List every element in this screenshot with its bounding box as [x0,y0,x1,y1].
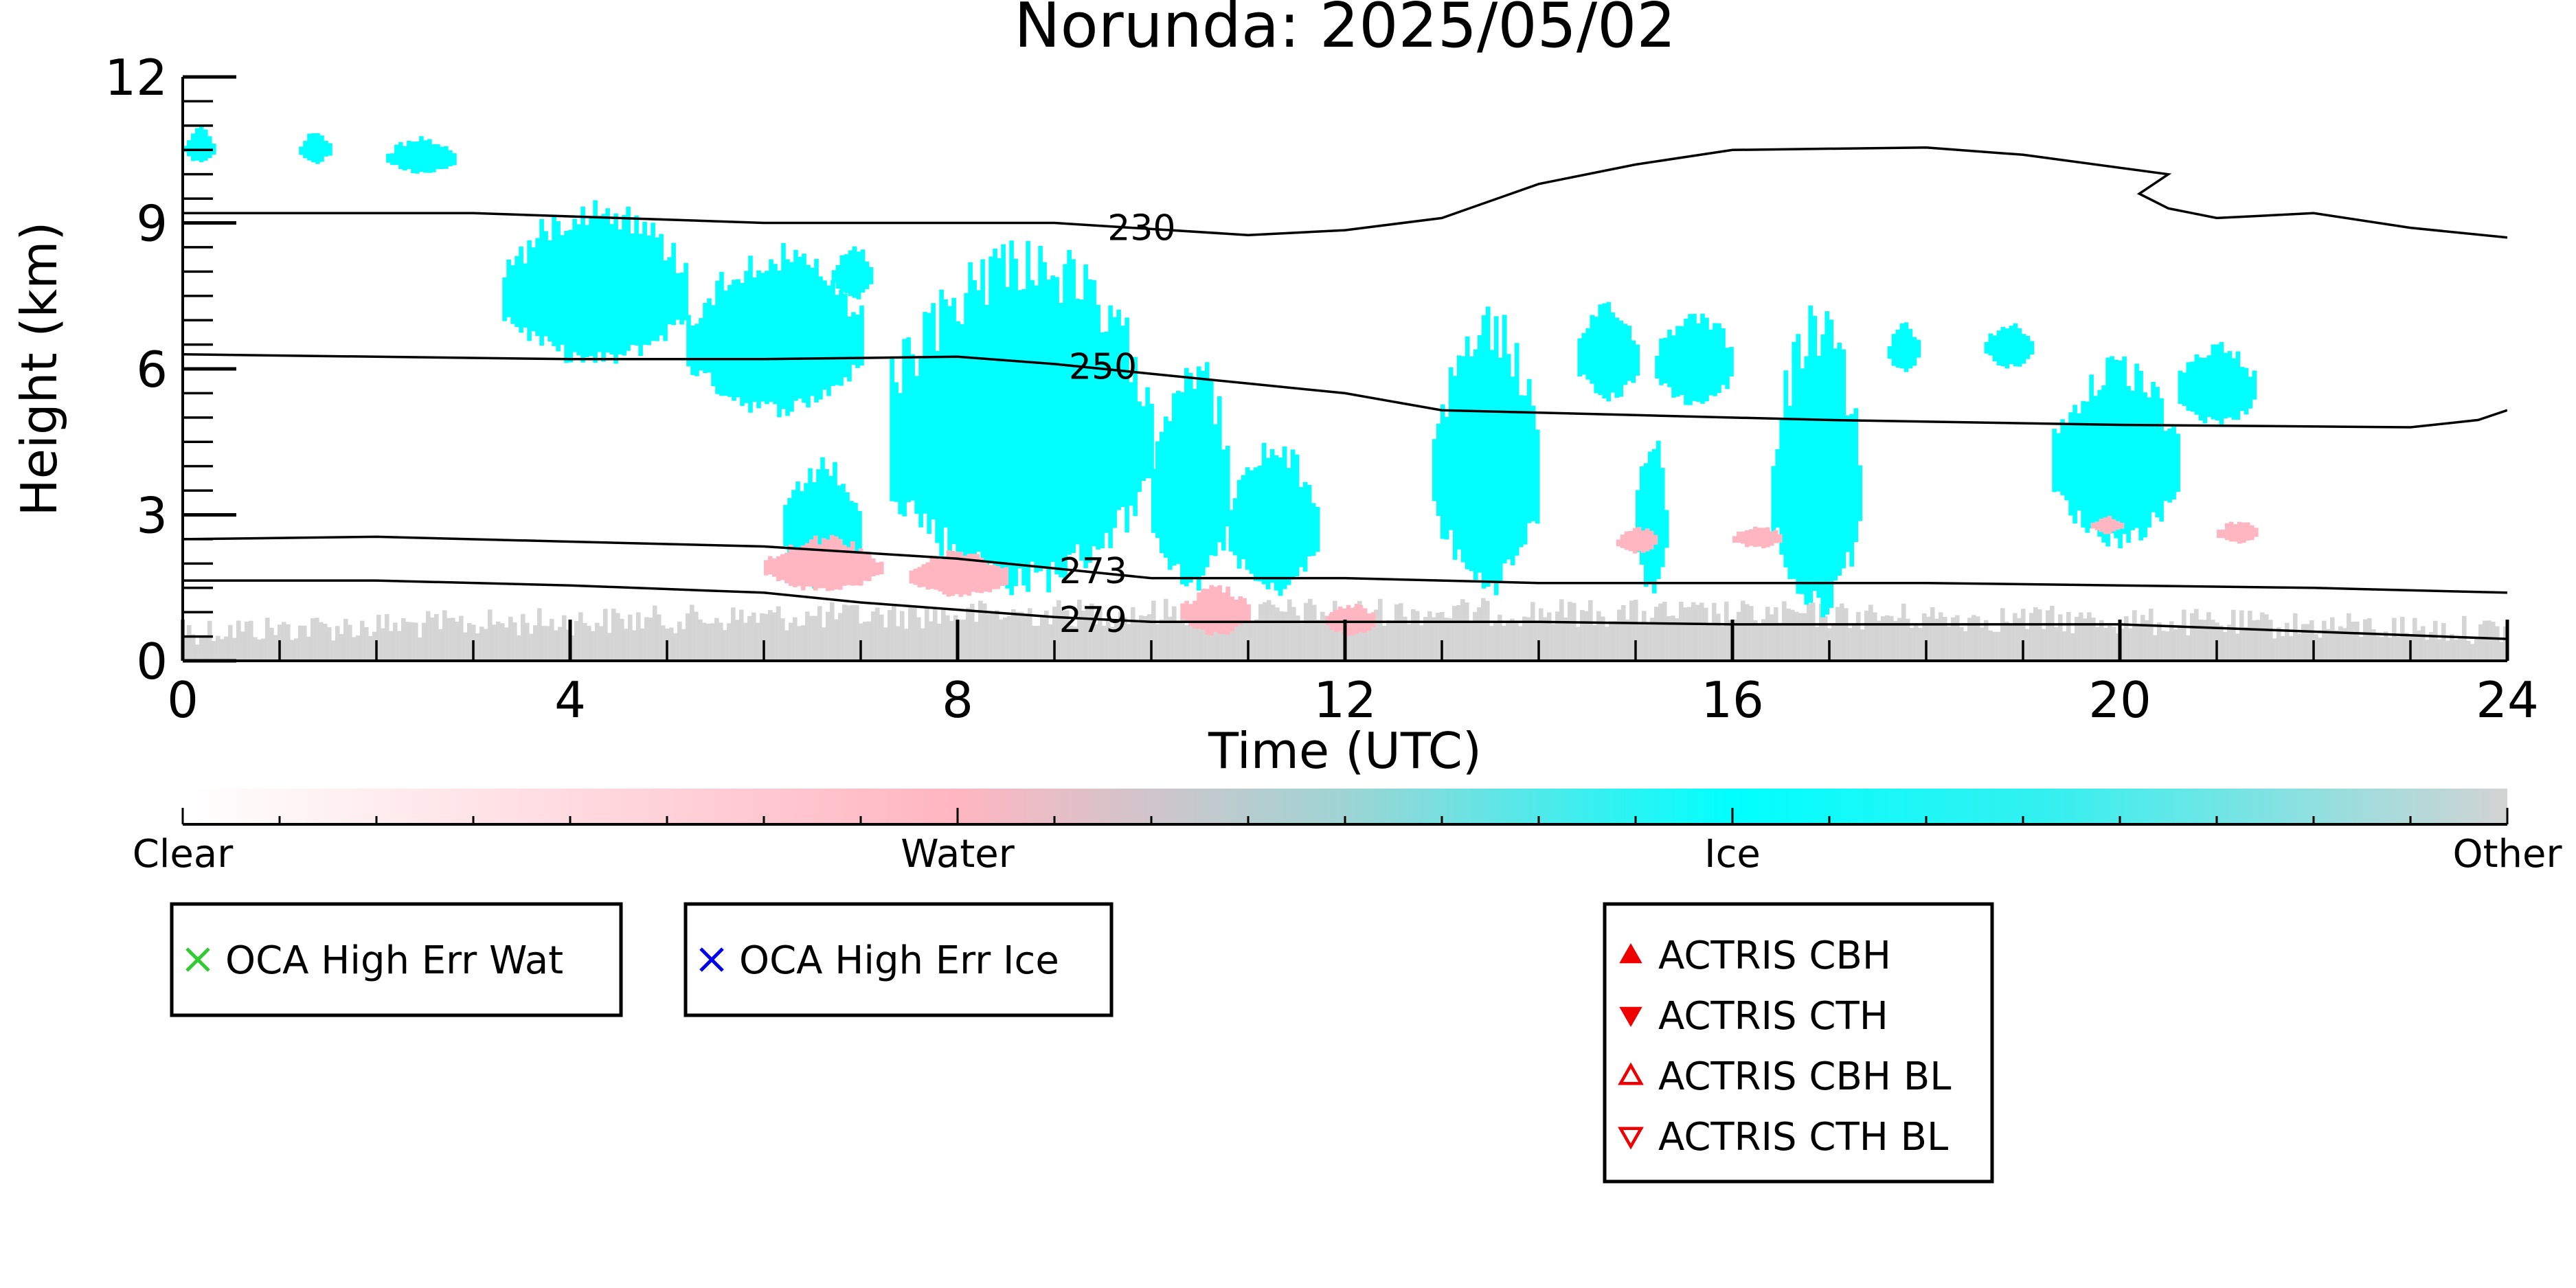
y-ticks: 0 3 6 9 12 [104,49,236,690]
legends: OCA High Err Wat OCA High Err Ice ACTRIS C… [170,902,1994,1184]
contour-labels: 230 250 273 279 [1059,208,1176,641]
x-ticks: 0 4 8 12 16 20 24 [167,620,2539,729]
legend-box-1: OCA High Err Wat [170,902,623,1017]
legend-entry-label: OCA High Err Ice [739,938,1059,983]
cloud-region-ice [1771,305,1862,618]
y-tick-label: 12 [104,49,168,106]
cloud-region-ice [2178,341,2257,427]
legend-frame [683,902,1114,1017]
cloud-region-water [1616,527,1658,554]
cloud-region-ice [1655,313,1734,405]
colorbar-label-other: Other [2452,832,2562,877]
contour-line-273 [183,535,2507,594]
contour-label-279: 279 [1059,600,1127,641]
cloud-region-ice [1577,302,1640,402]
cloud-region-ice [831,246,874,300]
cloud-region-ice [1228,442,1320,596]
plot-area: 230 250 273 279 [183,77,2507,661]
chart-title: Norunda: 2025/05/02 [1014,0,1675,62]
contour-label-250: 250 [1069,346,1137,387]
legend-box-3: ACTRIS CBH ACTRIS CTH ACTRIS CBH BL ACTRIS … [1603,902,1994,1184]
colorbar: Clear Water Ice Other [133,789,2562,877]
x-tick-label: 24 [2476,671,2539,729]
cloud-region-water [909,550,1009,597]
y-tick-label: 9 [136,195,168,253]
cloud-region-water [2217,521,2259,544]
legend-frame [170,902,623,1017]
legend-box-2: OCA High Err Ice [683,902,1114,1017]
y-tick-label: 6 [136,341,168,398]
cloud-region-ice [1432,306,1540,596]
x-axis-label: Time (UTC) [1208,722,1482,780]
y-tick-label: 0 [136,633,168,690]
triangle-down-icon [1618,1127,1644,1150]
cloud-region-ice [890,240,1154,596]
contour-line-279 [183,579,2507,640]
legend-entry-label: ACTRIS CTH BL [1658,1115,1948,1160]
cloud-region-ice [1636,440,1669,594]
x-marker-icon [699,947,724,972]
cloud-region-ice [386,136,457,174]
x-tick-label: 20 [2088,671,2151,729]
colorbar-label-clear: Clear [133,832,234,877]
triangle-up-icon [1619,942,1642,964]
cloud-region-ice [299,133,332,164]
y-axis-label: Height (km) [10,222,68,517]
triangle-down-icon [1619,1006,1642,1028]
legend-entry-label: ACTRIS CTH [1658,994,1888,1039]
cloud-region-water [1732,526,1783,549]
plot-background [183,77,2507,661]
cloud-region-ice [502,200,688,364]
cloud-region-ice [1151,362,1230,591]
cloud-region-ice [1887,322,1921,372]
cloud-region-ice [686,242,864,418]
cloud-classification-field [183,126,2507,661]
cloud-region-ice [1984,323,2035,369]
colorbar-ticks: Clear Water Ice Other [133,808,2562,877]
contour-line-230 [183,146,2507,239]
legend-entry-label: OCA High Err Wat [225,938,563,983]
colorbar-label-ice: Ice [1704,832,1761,877]
cloud-region-water [764,534,884,591]
cloud-region-ice [2052,356,2180,549]
cloud-region-water [1180,585,1251,636]
x-tick-label: 16 [1701,671,1764,729]
cloud-region-water [2090,516,2125,534]
contour-label-230: 230 [1107,208,1175,249]
temperature-contours [183,146,2507,640]
legend-entry-label: ACTRIS CBH [1658,934,1891,978]
legend-entry-label: ACTRIS CBH BL [1658,1054,1951,1099]
x-tick-label: 12 [1313,671,1377,729]
legend-frame [1603,902,1994,1184]
x-marker-icon [185,947,210,972]
triangle-up-icon [1618,1062,1644,1085]
x-tick-label: 0 [167,671,199,729]
cloud-region-other [183,598,2507,661]
y-tick-label: 3 [136,487,168,545]
cloud-region-ice [783,457,862,590]
x-tick-label: 8 [942,671,973,729]
contour-label-273: 273 [1059,551,1127,592]
colorbar-label-water: Water [901,832,1015,877]
x-tick-label: 4 [554,671,586,729]
contour-line-250 [183,353,2507,429]
